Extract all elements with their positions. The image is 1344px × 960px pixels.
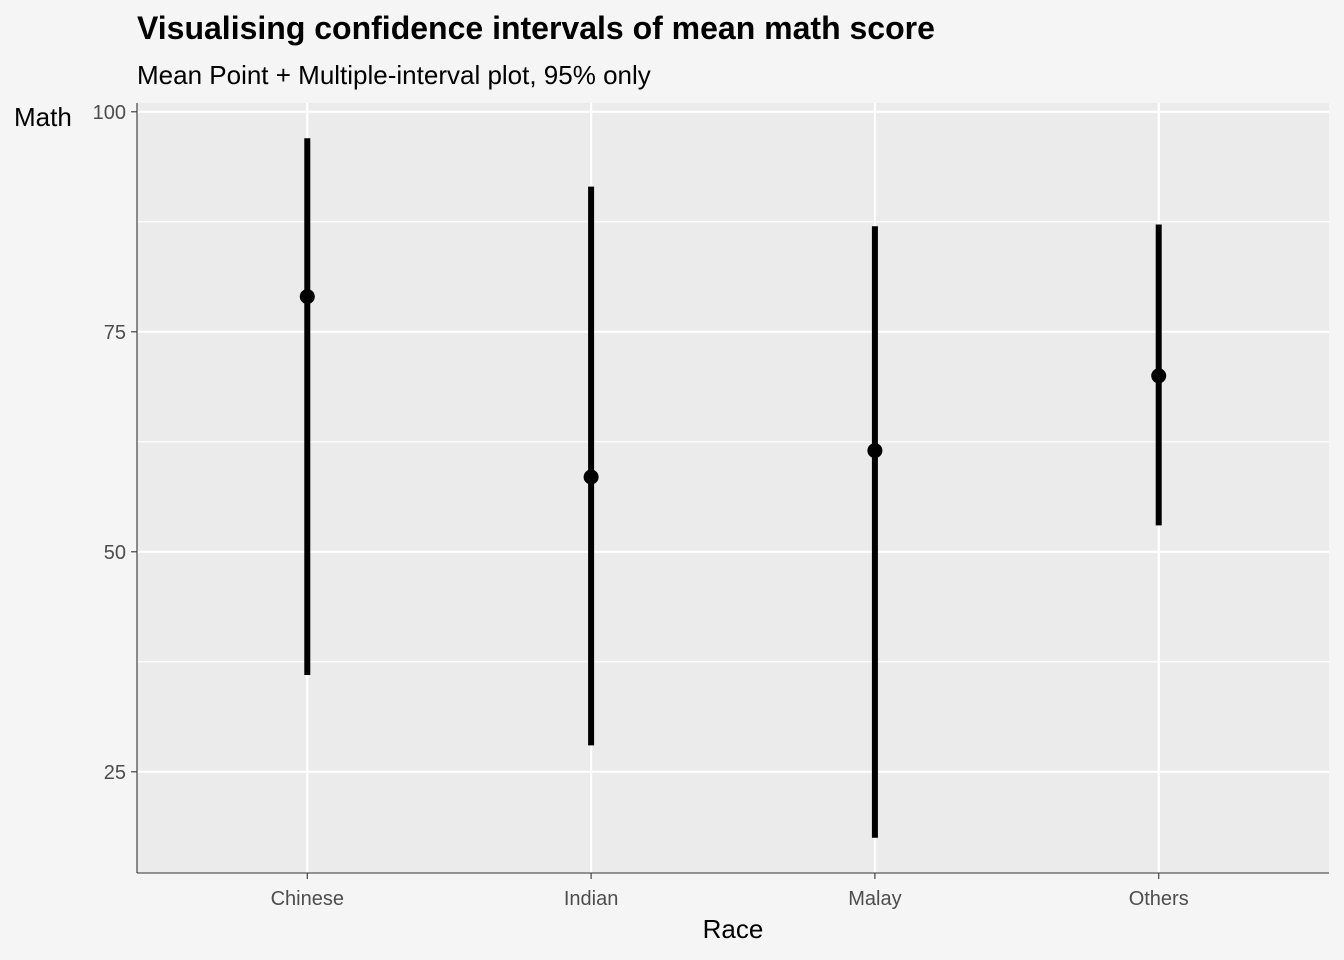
mean-point [299, 289, 315, 305]
y-tick-label: 100 [93, 102, 126, 124]
x-tick-label: Others [1129, 888, 1189, 910]
grid-minor [137, 221, 1329, 663]
y-tick-label: 75 [104, 322, 126, 344]
marks [299, 138, 1167, 838]
plot-panel [137, 103, 1329, 873]
axes: 25 50 75 100 Chinese Indian Malay Others [93, 102, 1329, 910]
chart-subtitle: Mean Point + Multiple-interval plot, 95%… [137, 60, 651, 90]
mean-point [583, 469, 599, 485]
mean-point [867, 443, 883, 459]
x-axis-label: Race [702, 914, 764, 944]
mean-point [1151, 368, 1167, 384]
x-tick-label: Malay [848, 888, 901, 910]
y-tick-label: 25 [104, 762, 126, 784]
x-tick-label: Indian [564, 888, 619, 910]
x-tick-label: Chinese [271, 888, 344, 910]
chart-title: Visualising confidence intervals of mean… [137, 10, 935, 46]
y-tick-label: 50 [104, 542, 126, 564]
y-axis-label: Math [14, 102, 72, 132]
